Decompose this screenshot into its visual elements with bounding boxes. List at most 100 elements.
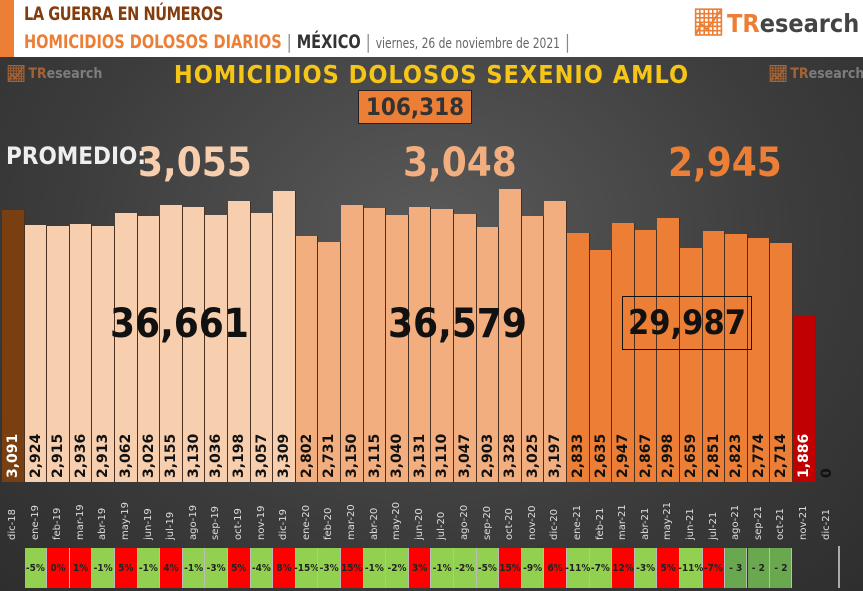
pct-change-cell: -1%	[137, 548, 161, 588]
month-label: ene-21	[572, 505, 583, 540]
value-label: 2,833	[570, 433, 586, 478]
chart-title: HOMICIDIOS DOLOSOS SEXENIO AMLO	[173, 60, 690, 89]
pct-change-cell: -9%	[521, 548, 545, 588]
value-label: 2,947	[615, 433, 632, 478]
promedio-2021: 2,945	[668, 140, 782, 186]
month-label: nov-21	[798, 505, 809, 540]
logo-text: TR	[28, 65, 47, 82]
month-label: feb-19	[52, 507, 64, 540]
bar-abr-19	[92, 225, 115, 482]
pct-change-cell: -15%	[294, 548, 319, 588]
value-label: 2,635	[592, 433, 609, 478]
value-label: 2,731	[321, 433, 338, 478]
pct-change-cell: - 3	[725, 548, 748, 588]
promedio-2020: 3,048	[403, 140, 517, 186]
pct-change-cell: 6%	[544, 548, 567, 588]
pct-change-cell: 4%	[160, 548, 183, 588]
pct-change-cell: 12%	[612, 548, 635, 588]
pct-change-cell: -5%	[476, 548, 500, 588]
bar-ago-21	[725, 233, 748, 482]
value-label: 3,047	[457, 433, 473, 478]
value-label: 3,328	[502, 433, 519, 478]
chart-logo-icon: 📈︎	[768, 64, 789, 83]
month-label: dic-18	[7, 509, 18, 540]
logo-text: esearch	[759, 8, 860, 38]
grand-total: 106,318	[358, 90, 472, 124]
value-label: 2,903	[479, 433, 496, 478]
pct-change-cell: -11%	[565, 548, 590, 588]
value-label: 2,915	[50, 433, 67, 478]
value-label: 2,924	[27, 433, 44, 478]
pct-change-cell: -1%	[431, 548, 454, 588]
pct-change-cell: 8%	[273, 548, 296, 588]
month-label: ago-21	[730, 504, 742, 540]
value-label: 3,091	[5, 433, 21, 478]
value-label: 3,198	[231, 433, 247, 478]
bar-jun-20	[408, 206, 432, 482]
value-label: 3,040	[389, 433, 406, 478]
value-label: 2,936	[72, 433, 89, 478]
month-label: sep-19	[210, 505, 222, 540]
bar-feb-19	[47, 225, 70, 482]
month-label: jun-20	[413, 508, 425, 540]
pct-change-cell: - 2	[770, 548, 793, 588]
pct-change-cell: - 2	[747, 548, 770, 588]
month-label: ago-19	[187, 504, 199, 540]
promedio-label: PROMEDIO:	[6, 142, 146, 170]
bar-nov-21	[793, 316, 816, 482]
value-label: 3,036	[208, 433, 225, 478]
month-label: abr-19	[97, 507, 109, 540]
bar-jun-19	[137, 215, 161, 482]
bar-jul-20	[431, 208, 454, 482]
month-label: may-20	[391, 502, 403, 540]
divider	[838, 546, 840, 588]
tresearch-logo: 📈︎ TR esearch	[692, 8, 859, 38]
pct-change-cell: 5%	[228, 548, 251, 588]
value-label: 0	[818, 468, 835, 478]
value-label: 3,309	[276, 433, 293, 478]
bar-oct-19	[228, 200, 251, 482]
value-label: 3,026	[140, 433, 157, 478]
month-label: mar-20	[346, 504, 357, 540]
value-label: 3,025	[524, 433, 541, 478]
logo-text: TR	[790, 65, 809, 82]
pct-change-cell: -7%	[702, 548, 726, 588]
chart-logo-icon: 📈︎	[692, 8, 726, 38]
bar-nov-20	[521, 215, 545, 482]
pct-change-cell: -1%	[182, 548, 206, 588]
chart-logo-icon: 📈︎	[6, 64, 27, 83]
value-label: 2,867	[637, 433, 654, 478]
value-label: 1,886	[796, 433, 812, 478]
month-label: oct-21	[775, 508, 787, 540]
month-label: jul-19	[165, 511, 177, 540]
month-label: dic-20	[549, 509, 561, 540]
header-subtitle: HOMICIDIOS DOLOSOS DIARIOS	[24, 31, 282, 53]
month-label: nov-19	[255, 505, 267, 540]
value-label: 3,062	[118, 433, 134, 478]
bar-ene-20	[295, 235, 319, 482]
value-label: 3,150	[344, 433, 360, 478]
value-label: 3,197	[547, 433, 564, 478]
month-label: ago-20	[459, 504, 470, 540]
month-label: sep-21	[752, 505, 764, 540]
month-label: oct-20	[504, 508, 516, 540]
pct-change-cell: 3%	[408, 548, 432, 588]
value-label: 3,115	[366, 433, 383, 478]
month-label: oct-19	[233, 508, 244, 540]
pct-change-cell: -2%	[386, 548, 409, 588]
logo-text: esearch	[808, 65, 863, 82]
month-label: nov-20	[526, 505, 538, 540]
pct-change-cell: -11%	[678, 548, 703, 588]
header-date: viernes, 26 de noviembre de 2021	[375, 36, 560, 52]
pct-change-cell: 1%	[69, 548, 93, 588]
separator: |	[565, 31, 570, 53]
bar-ago-20	[454, 214, 477, 482]
pct-change-cell: -1%	[363, 548, 387, 588]
bar-ene-19	[24, 224, 48, 482]
separator: |	[365, 31, 371, 53]
bar-may-20	[386, 214, 409, 482]
total-2019: 36,661	[110, 301, 249, 347]
value-label: 3,131	[411, 433, 428, 478]
pct-change-cell: -3%	[205, 548, 228, 588]
